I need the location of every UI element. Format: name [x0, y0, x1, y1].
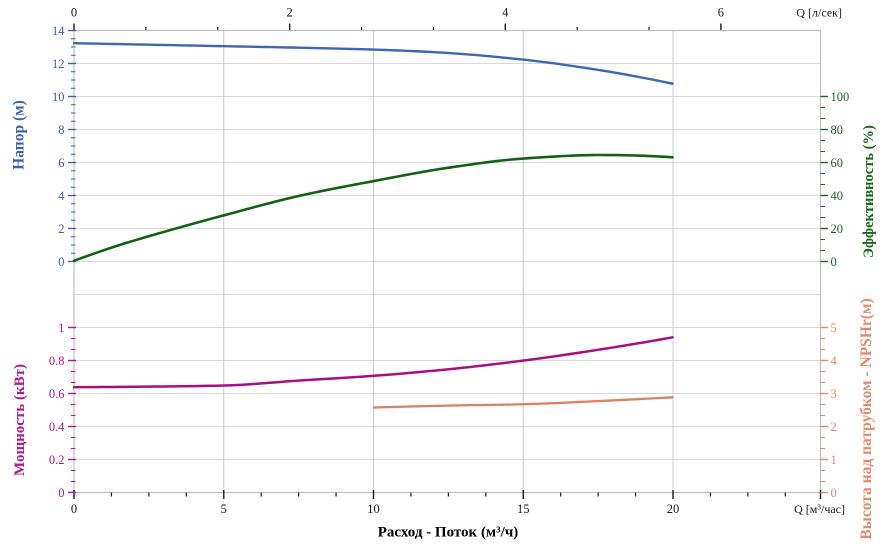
svg-text:14: 14 [52, 24, 65, 38]
svg-text:0: 0 [71, 502, 77, 516]
svg-text:2: 2 [287, 6, 293, 20]
svg-text:0.4: 0.4 [49, 420, 65, 434]
svg-text:Расход - Поток (м³/ч): Расход - Поток (м³/ч) [378, 525, 519, 541]
svg-text:5: 5 [221, 502, 227, 516]
svg-text:10: 10 [367, 502, 380, 516]
svg-text:4: 4 [58, 189, 65, 203]
svg-text:Q [л/сек]: Q [л/сек] [796, 6, 842, 20]
svg-text:4: 4 [502, 6, 509, 20]
svg-text:80: 80 [831, 123, 844, 137]
svg-text:1: 1 [831, 453, 837, 467]
svg-text:0: 0 [71, 6, 77, 20]
svg-text:10: 10 [52, 90, 65, 104]
svg-text:5: 5 [831, 321, 837, 335]
svg-text:40: 40 [831, 189, 844, 203]
svg-text:0: 0 [58, 486, 64, 500]
svg-text:8: 8 [58, 123, 64, 137]
svg-text:6: 6 [718, 6, 724, 20]
svg-text:0: 0 [58, 255, 64, 269]
svg-text:15: 15 [517, 502, 530, 516]
svg-text:3: 3 [831, 387, 837, 401]
svg-text:Напор (м): Напор (м) [11, 100, 28, 170]
svg-text:20: 20 [667, 502, 680, 516]
svg-text:2: 2 [831, 420, 837, 434]
svg-text:4: 4 [831, 354, 838, 368]
svg-text:Эффективность (%): Эффективность (%) [861, 125, 877, 258]
svg-text:60: 60 [831, 156, 844, 170]
svg-text:Мощность (кВт): Мощность (кВт) [12, 364, 28, 476]
svg-text:0.2: 0.2 [49, 453, 65, 467]
svg-text:Высота над патрубком - NPSHr(м: Высота над патрубком - NPSHr(м) [858, 298, 875, 539]
svg-text:0.6: 0.6 [49, 387, 65, 401]
svg-text:100: 100 [831, 90, 850, 104]
svg-text:2: 2 [58, 222, 64, 236]
svg-text:0.8: 0.8 [49, 354, 65, 368]
svg-text:12: 12 [52, 57, 65, 71]
svg-text:Q [м³/час]: Q [м³/час] [794, 502, 845, 516]
svg-text:6: 6 [58, 156, 64, 170]
svg-text:1: 1 [58, 321, 64, 335]
svg-text:0: 0 [831, 486, 837, 500]
svg-text:0: 0 [831, 255, 837, 269]
svg-text:20: 20 [831, 222, 844, 236]
